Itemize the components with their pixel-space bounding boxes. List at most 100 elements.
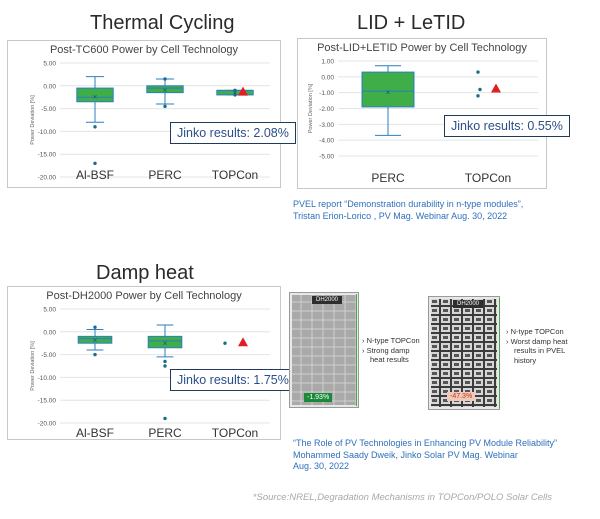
outlier-point (163, 359, 167, 364)
y-tick-label: -2.00 (319, 106, 334, 113)
y-tick-label: -20.00 (38, 175, 57, 182)
callout-worst-line2: › Worst damp heat (506, 336, 568, 346)
callout-topcon-line3: heat results (370, 355, 409, 364)
reference-role-line3: Aug. 30, 2022 (293, 461, 350, 471)
chart-tc: 5.00 0.00 -5.00 -10.00 -15.00 -20.00 Power Dev… (30, 61, 270, 182)
reference-pvel-line1: PVEL report “Demonstration durability in… (293, 199, 524, 209)
chart-panel-dh: Post-DH2000 Power by Cell Technology 5.0… (7, 286, 296, 440)
box-iqr (147, 335, 183, 349)
y-tick-label: -10.00 (38, 129, 57, 136)
y-tick-label: 0.00 (43, 329, 56, 336)
outlier-point (93, 125, 97, 129)
box-iqr (146, 85, 184, 94)
reference-pvel: PVEL report “Demonstration durability in… (293, 199, 523, 222)
outlier-point (163, 416, 167, 421)
outlier-point (93, 161, 97, 166)
title-damp-heat: Damp heat (96, 262, 194, 284)
outlier-point (233, 93, 237, 97)
outlier-point (233, 88, 237, 93)
outlier-point (93, 325, 97, 329)
category-label: PERC (148, 426, 182, 439)
callout-topcon: › N-type TOPCon › Strong damp heat resul… (362, 336, 420, 365)
chart-panel-tc: Post-TC600 Power by Cell Technology 5.00… (7, 40, 296, 188)
y-tick-label: -3.00 (319, 122, 334, 129)
module-badge-worst: DH2000 (453, 300, 484, 308)
y-tick-label: -15.00 (38, 152, 57, 159)
module-pct-worst: -47.3% (447, 392, 476, 401)
chart-title-lid: Post-LID+LETID Power by Cell Technology (317, 42, 527, 54)
outlier-point (476, 70, 480, 74)
outlier-point (476, 94, 480, 98)
box-iqr (77, 335, 113, 344)
box-iqr (76, 87, 114, 103)
jinko-marker (491, 83, 501, 93)
y-tick-label: -5.00 (41, 106, 56, 113)
callout-bracket-topcon (356, 294, 357, 406)
y-axis-label: Power Deviation [%] (30, 341, 36, 391)
callout-worst-line4: history (514, 355, 537, 365)
outlier-point (163, 77, 167, 81)
y-tick-label: 0.00 (321, 74, 334, 81)
module-grid-worst (431, 299, 497, 407)
box-mean-marker: × (233, 89, 238, 98)
y-tick-label: -5.00 (319, 154, 334, 161)
outlier-point (223, 341, 227, 345)
y-axis-label: Power Deviation [%] (308, 83, 314, 133)
y-axis-label: Power Deviation [%] (30, 95, 36, 145)
title-lid-letid: LID + LeTID (357, 12, 466, 34)
category-label: PERC (371, 171, 405, 185)
module-badge-topcon: DH2000 (312, 296, 343, 304)
category-label: Al-BSF (76, 426, 114, 439)
callout-worst: › N-type TOPCon › Worst damp heat result… (506, 327, 568, 365)
box-mean-marker: × (386, 88, 391, 97)
callout-worst-line1: › N-type TOPCon (506, 327, 564, 336)
box-mean-marker: × (93, 92, 98, 101)
outlier-point (478, 87, 482, 92)
y-tick-label: -15.00 (38, 398, 57, 405)
y-tick-label: -1.00 (319, 90, 334, 97)
box-mean-marker: × (93, 336, 98, 345)
reference-role: “The Role of PV Technologies in Enhancin… (293, 438, 557, 473)
reference-role-line1: “The Role of PV Technologies in Enhancin… (293, 438, 557, 448)
callout-topcon-line1: › N-type TOPCon (362, 336, 420, 345)
jinko-result-lid: Jinko results: 0.55% (444, 115, 570, 137)
module-photo-topcon: DH2000 -1.93% (289, 292, 359, 408)
category-label: TOPCon (465, 171, 511, 185)
jinko-result-tc: Jinko results: 2.08% (170, 122, 296, 144)
category-label: PERC (148, 168, 182, 182)
y-tick-label: 0.00 (43, 83, 56, 90)
outlier-point (163, 104, 167, 109)
module-photo-worst: DH2000 -47.3% (428, 296, 500, 410)
callout-bracket-worst (499, 298, 500, 408)
box-iqr (361, 71, 415, 108)
callout-worst-line3: results in PVEL (514, 346, 566, 355)
reference-role-line2: Mohammed Saady Dweik, Jinko Solar PV Mag… (293, 449, 518, 460)
category-label: TOPCon (212, 168, 258, 182)
module-pct-topcon: -1.93% (304, 393, 333, 402)
chart-panel-lid: Post-LID+LETID Power by Cell Technology … (297, 38, 570, 189)
y-tick-label: 1.00 (321, 59, 334, 66)
outlier-point (93, 352, 97, 357)
title-thermal-cycling: Thermal Cycling (90, 12, 235, 34)
y-tick-label: 5.00 (43, 307, 56, 314)
reference-pvel-line2: Tristan Erion-Lorico , PV Mag. Webinar A… (293, 210, 508, 221)
chart-lid: 1.00 0.00 -1.00 -2.00 -3.00 -4.00 -5.00 Power D… (308, 59, 538, 185)
callout-topcon-line2: › Strong damp (362, 345, 410, 355)
outlier-point (163, 364, 167, 368)
box-mean-marker: × (163, 339, 168, 348)
y-tick-label: -20.00 (38, 421, 57, 428)
source-note: *Source:NREL,Degradation Mechanisms in T… (252, 492, 552, 503)
category-label: Al-BSF (76, 168, 114, 182)
y-tick-label: -4.00 (319, 138, 334, 145)
jinko-marker (238, 337, 248, 347)
category-label: TOPCon (212, 426, 258, 439)
chart-dh: 5.00 0.00 -5.00 -10.00 -15.00 -20.00 Power Dev… (30, 307, 270, 439)
y-tick-label: 5.00 (43, 61, 56, 68)
jinko-marker (238, 86, 248, 96)
chart-title-dh: Post-DH2000 Power by Cell Technology (46, 290, 242, 302)
y-tick-label: -5.00 (41, 352, 56, 359)
jinko-result-dh: Jinko results: 1.75% (170, 369, 296, 391)
box-mean-marker: × (163, 86, 168, 95)
module-grid-topcon (292, 295, 356, 405)
y-tick-label: -10.00 (38, 375, 57, 382)
